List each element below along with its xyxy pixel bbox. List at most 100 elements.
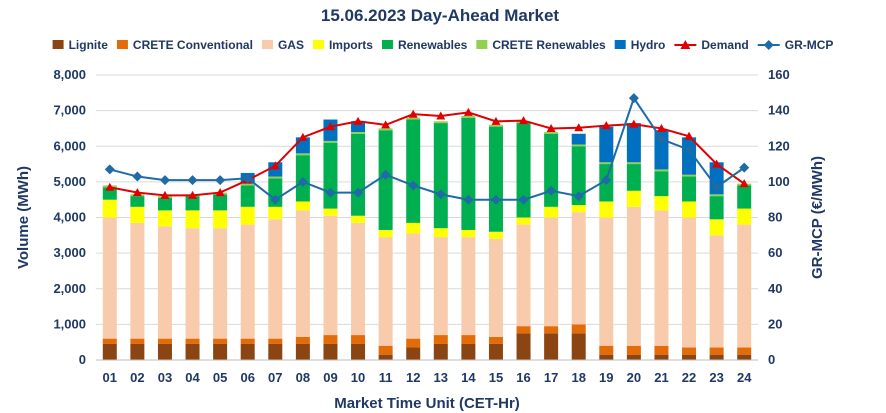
bar-segment-crete-renewables <box>599 162 614 165</box>
x-tick-label: 20 <box>627 370 641 385</box>
legend-item-demand: Demand <box>674 38 749 52</box>
bar-segment-crete-conventional <box>571 324 586 334</box>
demand-point <box>408 109 418 118</box>
bar-segment-imports <box>157 210 172 227</box>
bar-segment-lignite <box>488 343 503 360</box>
x-tick-label: 01 <box>103 370 117 385</box>
y2-tick-label: 20 <box>768 316 782 331</box>
bar-segment-gas <box>213 228 228 339</box>
x-tick-label: 17 <box>544 370 558 385</box>
bar-segment-lignite <box>185 343 200 360</box>
y2-tick-label: 160 <box>768 67 790 82</box>
chart-legend: Lignite CRETE Conventional GAS Imports Renew… <box>52 38 833 52</box>
bar-segment-lignite <box>433 343 448 360</box>
bar-segment-lignite <box>654 354 669 360</box>
legend-item-crete-renewables: CRETE Renewables <box>476 38 606 52</box>
y-tick-label: 5,000 <box>53 174 86 189</box>
bar-segment-gas <box>268 219 283 339</box>
bar-segment-hydro <box>323 119 338 141</box>
x-tick-label: 18 <box>571 370 585 385</box>
bar-segment-gas <box>433 237 448 336</box>
bar-segment-imports <box>295 201 310 211</box>
demand-point <box>684 131 694 140</box>
x-tick-label: 09 <box>323 370 337 385</box>
bar-segment-imports <box>654 196 669 211</box>
demand-point <box>270 161 280 170</box>
y2-tick-label: 100 <box>768 174 790 189</box>
gr-mcp-point <box>132 171 143 182</box>
demand-point <box>519 116 529 125</box>
demand-point <box>436 111 446 120</box>
bar-segment-renewables <box>351 133 366 216</box>
legend-marker <box>680 40 691 49</box>
y-tick-label: 6,000 <box>53 138 86 153</box>
legend-label: Lignite <box>69 38 109 52</box>
gr-mcp-point <box>270 194 281 205</box>
bar-segment-renewables <box>488 126 503 232</box>
bar-segment-renewables <box>323 142 338 209</box>
bar-segment-hydro <box>626 123 641 163</box>
bar-segment-crete-renewables <box>544 132 559 134</box>
demand-point <box>629 119 639 128</box>
legend-item-hydro: Hydro <box>614 38 665 52</box>
bar-segment-hydro <box>682 137 697 175</box>
bar-segment-crete-renewables <box>378 128 393 131</box>
bar-segment-imports <box>682 201 697 218</box>
legend-swatch <box>312 40 324 49</box>
bar-segment-crete-renewables <box>268 176 283 179</box>
legend-item-gr-mcp: GR-MCP <box>757 38 833 52</box>
bar-segment-crete-renewables <box>433 121 448 124</box>
legend-label: Imports <box>329 38 373 52</box>
gr-mcp-point <box>463 194 474 205</box>
bar-segment-crete-conventional <box>323 335 338 344</box>
legend-label: Renewables <box>398 38 468 52</box>
legend-item-gas: GAS <box>261 38 304 52</box>
legend-item-lignite: Lignite <box>52 38 109 52</box>
bar-segment-lignite <box>378 354 393 360</box>
bar-segment-crete-conventional <box>654 345 669 355</box>
x-tick-label: 16 <box>516 370 530 385</box>
x-axis-label: Market Time Unit (CET-Hr) <box>334 395 520 412</box>
y2-tick-label: 40 <box>768 281 782 296</box>
gr-mcp-point <box>601 175 612 186</box>
bar-segment-renewables <box>682 176 697 202</box>
demand-point <box>739 179 749 188</box>
x-tick-label: 04 <box>185 370 200 385</box>
demand-point <box>574 123 584 132</box>
legend-swatch <box>52 40 64 49</box>
bar-segment-crete-conventional <box>240 338 255 344</box>
bar-segment-gas <box>295 210 310 337</box>
x-tick-label: 11 <box>379 370 393 385</box>
bar-segment-crete-renewables <box>654 169 669 172</box>
demand-line <box>109 111 745 197</box>
y-tick-label: 3,000 <box>53 245 86 260</box>
legend-label: GAS <box>278 38 304 52</box>
demand-point <box>546 123 556 132</box>
bar-segment-lignite <box>737 354 752 360</box>
bar-segment-imports <box>323 208 338 216</box>
y-tick-label: 8,000 <box>53 67 86 82</box>
bar-segment-gas <box>682 217 697 348</box>
bar-segment-hydro <box>599 126 614 163</box>
x-tick-label: 06 <box>240 370 254 385</box>
x-tick-label: 12 <box>406 370 420 385</box>
bar-segment-gas <box>323 215 338 336</box>
bar-segment-crete-conventional <box>130 338 145 344</box>
bar-segment-imports <box>378 229 393 238</box>
bar-segment-lignite <box>571 333 586 360</box>
x-tick-label: 07 <box>268 370 282 385</box>
x-tick-label: 23 <box>709 370 723 385</box>
bar-segment-imports <box>433 228 448 238</box>
x-tick-label: 24 <box>737 370 752 385</box>
bar-segment-imports <box>130 206 145 223</box>
x-tick-label: 21 <box>654 370 668 385</box>
bar-segment-renewables <box>461 117 476 230</box>
bar-segment-crete-conventional <box>599 345 614 355</box>
y-tick-label: 4,000 <box>53 210 86 225</box>
gr-mcp-point <box>380 169 391 180</box>
bar-segment-gas <box>240 224 255 339</box>
bar-segment-crete-conventional <box>544 326 559 334</box>
bar-segment-renewables <box>571 146 586 206</box>
bar-segment-renewables <box>544 133 559 207</box>
demand-point <box>601 121 611 130</box>
